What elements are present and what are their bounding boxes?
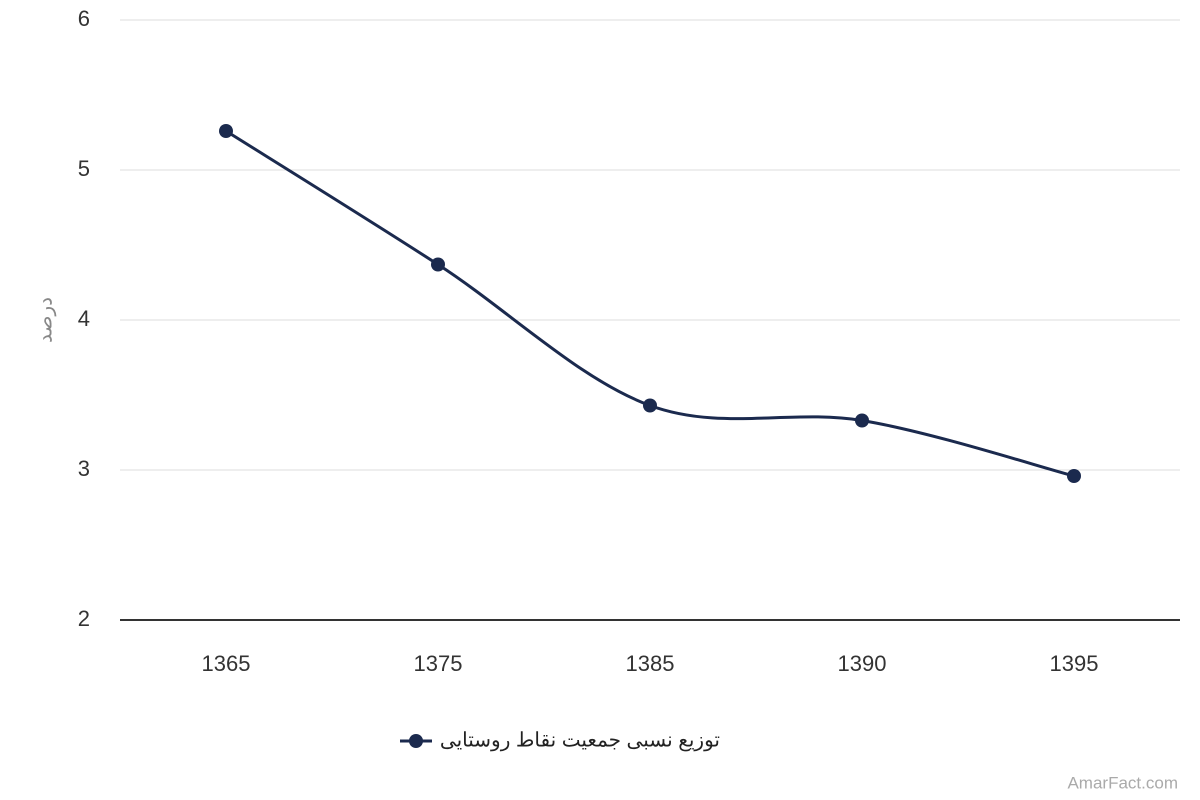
- y-tick-label: 5: [78, 156, 90, 181]
- x-tick-label: 1390: [838, 651, 887, 676]
- x-tick-label: 1385: [626, 651, 675, 676]
- series-line: [225, 129, 1075, 478]
- x-tick-label: 1365: [202, 651, 251, 676]
- legend-label: توزیع نسبی جمعیت نقاط روستایی: [440, 729, 720, 751]
- y-tick-label: 4: [78, 306, 90, 331]
- x-tick-label: 1395: [1050, 651, 1099, 676]
- data-point: [219, 124, 233, 138]
- data-point: [1067, 469, 1081, 483]
- x-tick-label: 1375: [414, 651, 463, 676]
- y-tick-label: 2: [78, 606, 90, 631]
- y-axis-label: درصد: [34, 297, 56, 343]
- legend-marker: [409, 734, 423, 748]
- y-tick-label: 3: [78, 456, 90, 481]
- y-tick-label: 6: [78, 6, 90, 31]
- watermark: AmarFact.com: [1067, 773, 1178, 792]
- data-point: [643, 398, 657, 413]
- data-point: [431, 257, 445, 272]
- data-point: [855, 413, 869, 428]
